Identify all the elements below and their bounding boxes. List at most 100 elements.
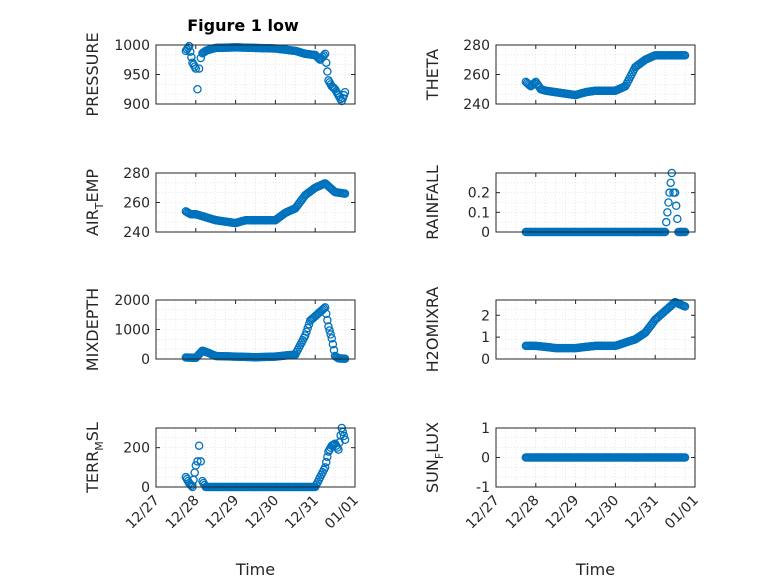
series (521, 297, 690, 353)
data-point (320, 49, 330, 59)
data-point (323, 315, 332, 325)
data-point (302, 327, 311, 336)
data-point (191, 64, 201, 73)
y-tick-label: -1 (476, 480, 490, 496)
data-point (524, 79, 533, 89)
x-tick-label: 12/29 (543, 493, 583, 533)
y-tick-label: 0.2 (468, 186, 490, 202)
data-point (304, 320, 314, 329)
data-point (322, 58, 331, 67)
data-point (186, 47, 195, 56)
y-tick-label: 0 (141, 480, 150, 496)
data-point (320, 303, 330, 312)
data-point (327, 334, 337, 343)
panel-rainfall: 0.2 0.1 0 RAINFALL (423, 165, 696, 241)
data-point (328, 339, 338, 349)
x-tick-label: 01/01 (322, 493, 362, 533)
axes-box (155, 427, 356, 488)
data-point (340, 87, 350, 97)
data-point (323, 67, 332, 76)
y-tick-label: 0 (481, 352, 490, 368)
data-point (339, 431, 349, 441)
y-tick-label: 0.1 (468, 205, 490, 221)
panel-theta: 280 260 240 THETA (423, 38, 696, 113)
x-tick-label: 12/31 (282, 493, 322, 533)
x-axis-label: Time (235, 560, 275, 579)
y-axis-label: PRESSURE (83, 32, 102, 116)
data-point (194, 64, 204, 73)
series (521, 453, 690, 462)
y-tick-label: 950 (123, 68, 150, 84)
y-axis-label: AIRTEMP (83, 169, 106, 236)
data-point (322, 309, 331, 319)
panel-terr-msl: 200 012/27 12/28 12/29 12/30 12/31 01/01 TERRMS… (83, 422, 362, 579)
x-tick-label: 12/30 (242, 493, 282, 533)
panel-sun-flux: 1 0 -112/27 12/28 12/29 12/30 12/31 01/01 SUNFLU… (423, 421, 702, 579)
y-tick-label: 200 (123, 441, 150, 457)
x-tick-label: 12/30 (582, 493, 622, 533)
panel-h2omixra: 2 1 0 H2OMIXRA (423, 287, 696, 373)
y-tick-label: 1 (481, 330, 490, 346)
series (181, 303, 350, 363)
y-axis-label: TERRMSL (83, 422, 106, 494)
data-point (187, 52, 196, 62)
x-tick-label: 12/27 (463, 493, 503, 533)
data-point (663, 208, 672, 217)
y-tick-label: 280 (123, 166, 150, 182)
data-point (680, 302, 690, 311)
series (181, 179, 350, 228)
axes-box (155, 299, 356, 360)
data-point (671, 201, 681, 211)
x-tick-label: 12/27 (123, 493, 163, 533)
y-tick-label: 1000 (114, 323, 150, 339)
axes-box (155, 172, 356, 233)
panel-pressure: 1000 950 900 PRESSURE (83, 32, 356, 117)
y-axis-label: H2OMIXRA (423, 287, 442, 373)
y-tick-label: 2 (481, 308, 490, 324)
panel-mixdepth: 2000 1000 0 MIXDEPTH (83, 288, 356, 371)
data-point (666, 178, 675, 188)
data-point (673, 214, 682, 224)
data-point (300, 331, 310, 340)
data-point (325, 326, 334, 335)
y-tick-label: 260 (463, 68, 490, 84)
y-axis-label: MIXDEPTH (83, 288, 102, 371)
y-tick-label: 240 (123, 225, 150, 241)
y-axis-label: THETA (423, 49, 442, 101)
x-axis-label: Time (575, 560, 615, 579)
y-tick-label: 0 (141, 352, 150, 368)
data-point (662, 217, 671, 227)
y-tick-label: 280 (463, 38, 490, 54)
data-point (664, 198, 673, 207)
x-tick-label: 12/28 (503, 493, 543, 533)
x-tick-label: 12/28 (163, 493, 203, 533)
data-point (322, 457, 331, 467)
axes-box (155, 44, 356, 105)
axes-box (495, 172, 696, 233)
data-point (184, 41, 194, 51)
panel-air-temp: 280 260 240 AIRTEMP (83, 166, 356, 241)
x-tick-label: 01/01 (662, 493, 702, 533)
y-tick-label: 0 (481, 225, 490, 241)
data-point (194, 441, 204, 450)
data-point (326, 330, 335, 339)
data-point (680, 51, 690, 60)
data-point (319, 304, 329, 313)
data-point (193, 457, 202, 466)
axes-box (495, 44, 696, 105)
data-point (324, 322, 333, 331)
series (521, 51, 690, 100)
y-tick-label: 2000 (114, 293, 150, 309)
y-axis-label: SUNFLUX (423, 422, 446, 493)
data-point (320, 463, 330, 472)
data-point (680, 453, 690, 462)
axes-box (495, 427, 696, 488)
data-point (193, 85, 202, 94)
figure-title: Figure 1 low (187, 16, 299, 35)
data-point (670, 188, 680, 197)
data-point (196, 457, 206, 466)
data-point (340, 189, 350, 198)
x-tick-label: 12/31 (622, 493, 662, 533)
data-point (303, 323, 312, 333)
